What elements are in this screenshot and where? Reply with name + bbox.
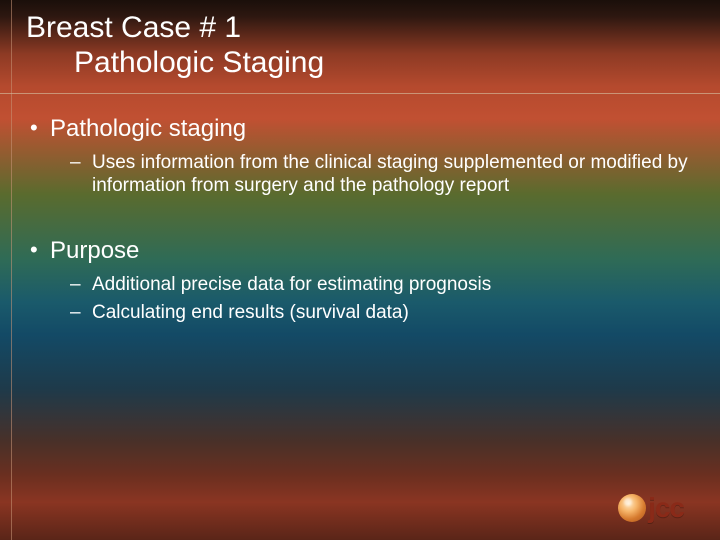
title-line-2: Pathologic Staging [26,45,324,80]
bullet-text: Additional precise data for estimating p… [92,274,491,295]
bullet-level-2: Uses information from the clinical stagi… [26,151,696,197]
bullet-level-2: Additional precise data for estimating p… [26,273,696,296]
bullet-text: Uses information from the clinical stagi… [92,152,688,196]
bullet-text: Calculating end results (survival data) [92,302,409,323]
slide-title: Breast Case # 1 Pathologic Staging [26,10,324,81]
logo-text: jcc [648,494,684,522]
bullet-text: Pathologic staging [50,115,246,142]
title-rule [0,93,720,94]
bullet-text: Purpose [50,237,139,264]
bullet-level-1: Purpose [26,237,696,265]
slide-body: Pathologic staging Uses information from… [26,115,696,328]
slide: Breast Case # 1 Pathologic Staging Patho… [0,0,720,540]
bullet-level-2: Calculating end results (survival data) [26,301,696,324]
logo: jcc [618,494,684,522]
logo-mark-icon [618,494,646,522]
bullet-level-1: Pathologic staging [26,115,696,143]
bullet-gap [26,201,696,237]
title-line-1: Breast Case # 1 [26,11,241,44]
